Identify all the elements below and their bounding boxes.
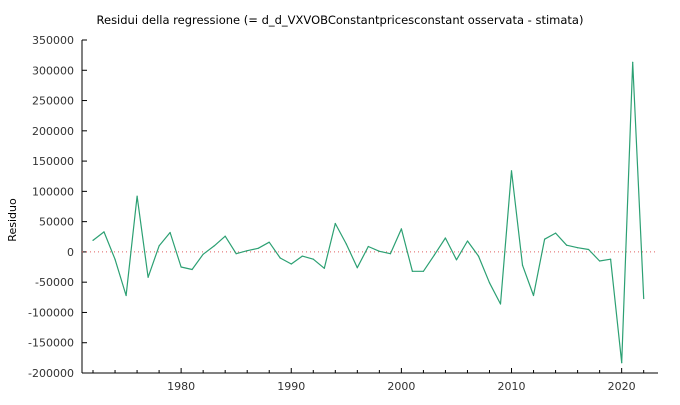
data-point <box>235 253 237 255</box>
data-point <box>246 250 248 252</box>
data-point <box>610 258 612 260</box>
y-axis-label: Residuo <box>6 198 19 242</box>
data-point <box>191 268 193 271</box>
y-tick-label: 350000 <box>32 34 74 47</box>
y-tick-label: 50000 <box>39 216 74 229</box>
x-tick-label: 2020 <box>608 380 636 393</box>
data-point <box>202 253 204 255</box>
data-point <box>180 266 182 268</box>
data-point <box>555 232 557 234</box>
data-point <box>566 244 568 246</box>
y-tick-label: 100000 <box>32 185 74 198</box>
data-point <box>477 255 480 257</box>
data-point <box>466 240 469 242</box>
chart-title: Residui della regressione (= d_d_VXVOBCo… <box>97 13 584 27</box>
data-point <box>577 247 579 249</box>
data-point <box>389 253 391 255</box>
data-point <box>301 255 303 257</box>
data-point <box>544 238 546 240</box>
x-tick-label: 2000 <box>387 380 415 393</box>
data-marks <box>92 61 645 364</box>
y-tick-label: -100000 <box>28 306 74 319</box>
y-tick-label: 300000 <box>32 64 74 77</box>
y-tick-label: 150000 <box>32 155 74 168</box>
data-point <box>114 258 116 260</box>
data-point <box>510 170 513 172</box>
data-point <box>621 362 623 364</box>
data-point <box>334 222 336 225</box>
data-point <box>92 239 94 241</box>
x-tick-label: 1990 <box>277 380 305 393</box>
x-tick-label: 2010 <box>498 380 526 393</box>
data-point <box>422 270 424 272</box>
y-tick-label: 200000 <box>32 125 74 138</box>
data-point <box>444 237 446 239</box>
data-point <box>411 270 413 272</box>
data-point <box>356 267 358 269</box>
data-point <box>532 294 535 297</box>
data-point <box>224 235 226 237</box>
data-point <box>279 257 281 259</box>
data-point <box>521 264 524 266</box>
data-point <box>488 282 491 284</box>
data-point <box>323 267 325 269</box>
data-point <box>136 195 138 197</box>
data-point <box>268 241 270 243</box>
data-point <box>312 258 314 260</box>
data-point <box>499 303 502 305</box>
data-point <box>599 260 601 262</box>
data-point <box>103 231 105 233</box>
data-point <box>158 245 160 247</box>
data-point <box>588 248 590 251</box>
series-line <box>92 61 645 364</box>
data-point <box>213 245 215 247</box>
data-point <box>147 276 149 278</box>
y-tick-label: 0 <box>67 246 74 259</box>
data-point <box>400 228 402 230</box>
y-tick-label: -150000 <box>28 337 74 350</box>
axes: -200000 -150000 -100000 -50000 0 50000 100000 1… <box>28 34 658 393</box>
data-point <box>169 231 171 234</box>
y-tick-label: 250000 <box>32 95 74 108</box>
data-point <box>632 61 634 64</box>
data-point <box>455 259 458 261</box>
data-point <box>367 245 369 248</box>
data-point <box>125 294 127 297</box>
data-point <box>345 243 347 245</box>
data-point <box>378 250 380 252</box>
data-point <box>257 247 259 249</box>
x-tick-label: 1980 <box>167 380 195 393</box>
data-point <box>433 254 435 256</box>
data-point <box>290 263 292 265</box>
data-point <box>643 297 645 300</box>
y-tick-label: -50000 <box>35 276 74 289</box>
y-tick-label: -200000 <box>28 367 74 380</box>
